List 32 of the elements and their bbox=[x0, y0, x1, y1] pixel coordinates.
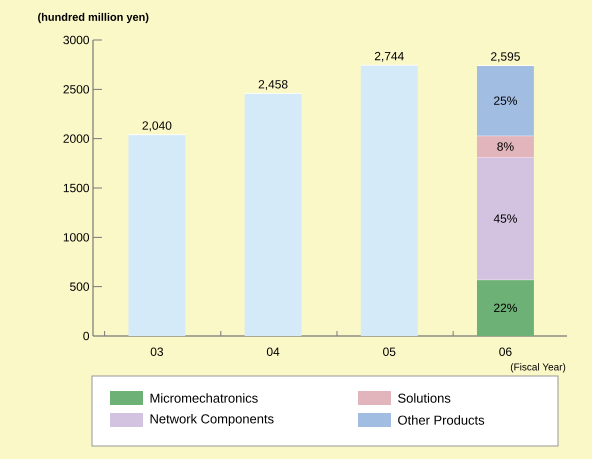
data-label: 2,458 bbox=[258, 80, 288, 90]
data-label: 2,040 bbox=[142, 121, 172, 132]
y-tick-label: 500 bbox=[70, 282, 90, 291]
x-tick-label: 04 bbox=[266, 348, 280, 356]
legend-label: Other Products bbox=[398, 415, 484, 425]
bar bbox=[360, 65, 418, 336]
annotation: 22% bbox=[494, 304, 517, 312]
x-tick-label: 03 bbox=[150, 348, 164, 356]
x-tick-label: 06 bbox=[499, 348, 512, 356]
bar bbox=[476, 280, 534, 336]
y-tick-label: 2500 bbox=[63, 85, 90, 94]
x-tick-label: 05 bbox=[383, 348, 396, 356]
y-tick-label: 1000 bbox=[64, 233, 90, 242]
y-tick-label: 3000 bbox=[63, 36, 90, 44]
data-label: 2,744 bbox=[374, 52, 404, 62]
bar bbox=[476, 136, 534, 158]
bar bbox=[244, 93, 302, 336]
y-tick-label: 0 bbox=[83, 332, 90, 340]
bar bbox=[128, 134, 186, 336]
bar bbox=[476, 66, 534, 136]
y-tick-label: 1500 bbox=[64, 184, 90, 192]
annotation: 8% bbox=[497, 142, 514, 151]
annotation: 2,595 bbox=[491, 52, 520, 62]
y-tick-label: 2000 bbox=[63, 134, 90, 143]
bar bbox=[476, 157, 534, 280]
legend-label: Solutions bbox=[398, 393, 450, 403]
x-axis-title: (Fiscal Year) bbox=[510, 363, 566, 372]
y-axis-title: (hundred million yen) bbox=[38, 12, 148, 24]
annotation: 25% bbox=[494, 96, 517, 105]
legend-label: Micromechatronics bbox=[150, 393, 258, 403]
legend-label: Network Components bbox=[150, 414, 274, 426]
annotation: 45% bbox=[494, 214, 517, 223]
